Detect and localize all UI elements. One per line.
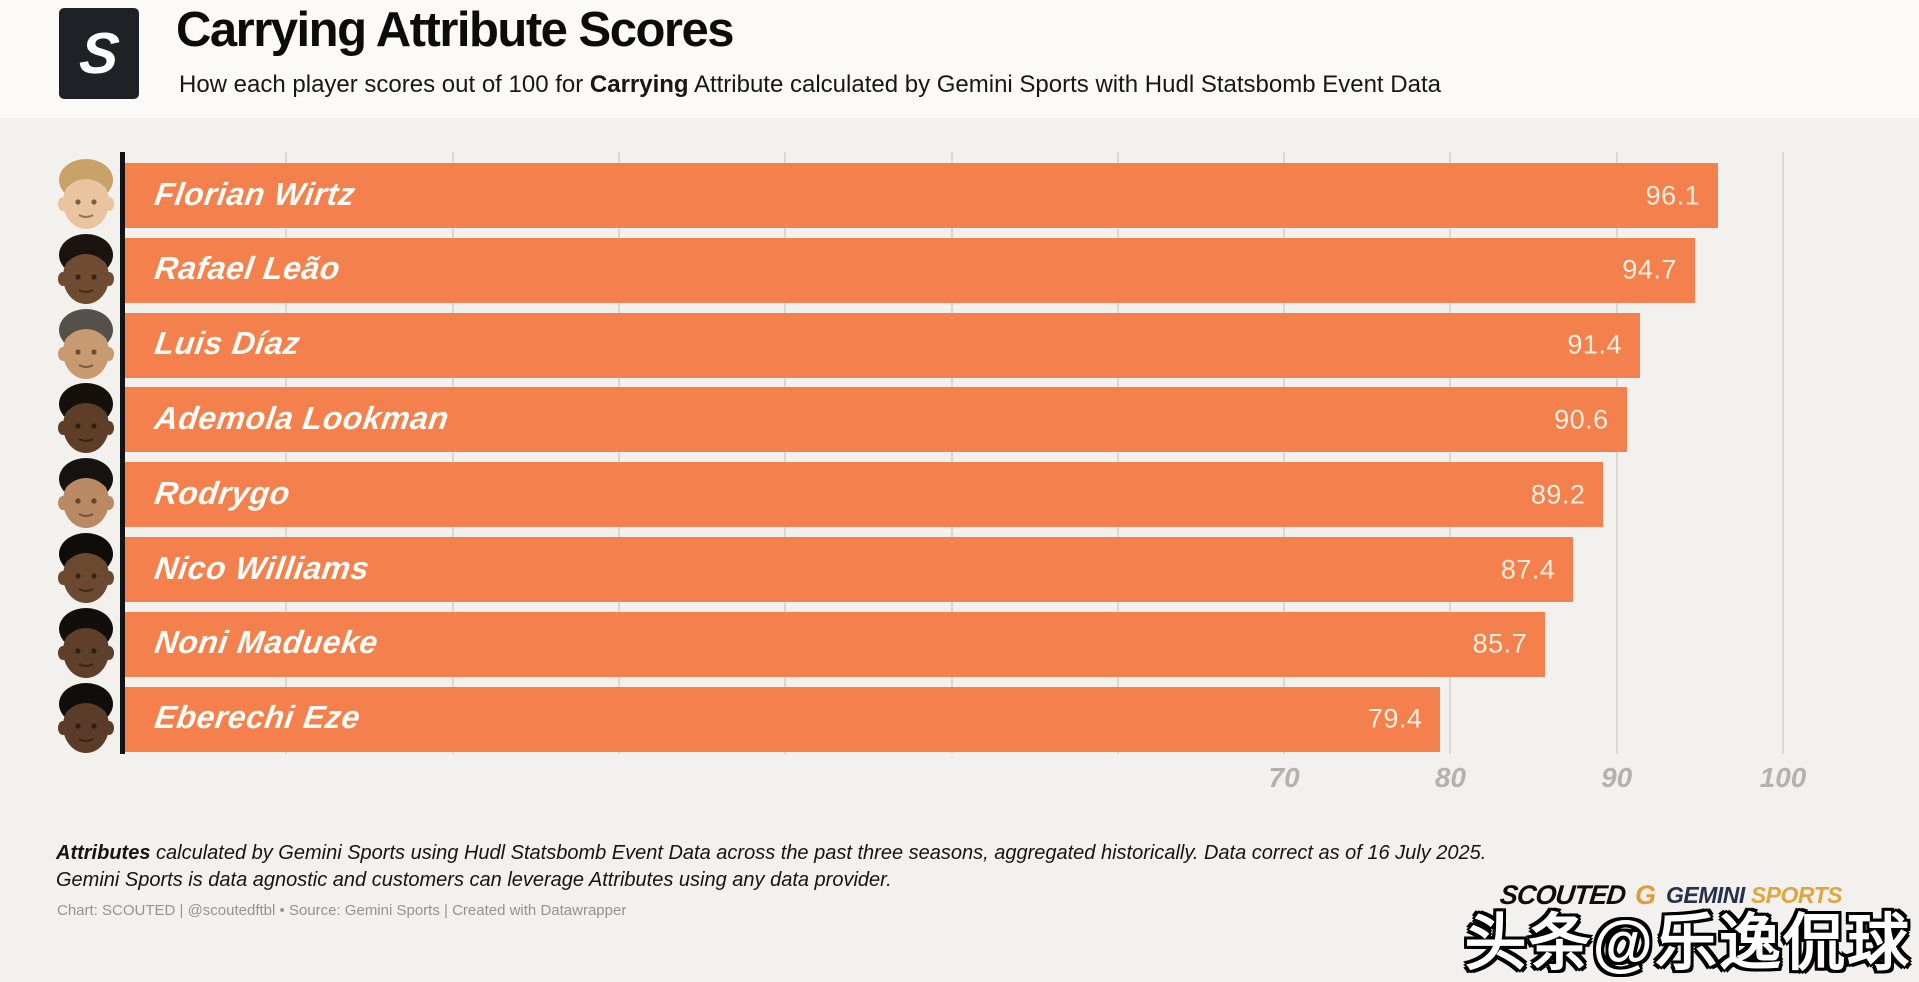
score-bar: Ademola Lookman 90.6 <box>125 387 1627 453</box>
player-avatar <box>50 156 122 234</box>
score-bar: Nico Williams 87.4 <box>125 537 1574 602</box>
gridline-100 <box>1782 152 1784 754</box>
footnote-bold: Attributes <box>56 842 151 864</box>
player-avatar <box>50 455 122 533</box>
gemini-sports-wordmark: SPORTS <box>1750 881 1843 908</box>
watermark-text: 头条@乐逸侃球 <box>1464 909 1911 978</box>
gridline-70 <box>1283 152 1286 754</box>
player-avatar-icon <box>58 458 114 529</box>
chart-footnote: Attributes calculated by Gemini Sports u… <box>56 840 1486 894</box>
player-avatar-icon <box>58 308 114 379</box>
branding-logos: SCOUTED G GEMINI SPORTS <box>1498 878 1843 912</box>
page-title: Carrying Attribute Scores <box>176 3 734 57</box>
gridline-90 <box>1615 152 1618 754</box>
player-name-label: Florian Wirtz <box>152 175 358 212</box>
player-avatar-icon <box>58 159 114 229</box>
score-bar: Florian Wirtz 96.1 <box>125 163 1719 228</box>
score-value-label: 90.6 <box>1554 404 1609 435</box>
player-name-label: Noni Madueke <box>152 624 381 661</box>
y-axis-line <box>120 152 125 754</box>
score-bar: Eberechi Eze 79.4 <box>125 686 1441 752</box>
score-value-label: 94.7 <box>1622 254 1677 285</box>
footnote-rest: calculated by Gemini Sports using Hudl S… <box>150 842 1487 864</box>
player-avatar <box>50 380 122 458</box>
scouted-logo: S <box>59 8 139 99</box>
gridline-50 <box>950 152 953 754</box>
gridline-60 <box>1116 152 1119 754</box>
player-avatar <box>50 605 122 683</box>
gridline-20 <box>451 152 454 754</box>
subtitle-attribute-name: Carrying <box>589 71 689 98</box>
subtitle-suffix: Attribute calculated by Gemini Sports wi… <box>688 71 1441 98</box>
x-tick-label-70: 70 <box>1268 762 1300 793</box>
player-name-label: Ademola Lookman <box>152 399 452 436</box>
score-bar: Noni Madueke 85.7 <box>125 611 1546 677</box>
header-band <box>0 0 1919 118</box>
score-bar: Rodrygo 89.2 <box>125 462 1604 528</box>
player-avatar-icon <box>58 533 114 603</box>
score-bar: Rafael Leão 94.7 <box>125 237 1695 303</box>
player-avatar <box>50 530 122 608</box>
player-name-label: Eberechi Eze <box>152 699 363 736</box>
subtitle-prefix: How each player scores out of 100 for <box>179 71 590 98</box>
score-value-label: 89.2 <box>1530 479 1586 510</box>
player-avatar-icon <box>58 607 114 678</box>
gridline-80 <box>1449 152 1452 754</box>
x-tick-label-100: 100 <box>1759 762 1807 793</box>
gridline-40 <box>784 152 787 754</box>
credit-line: Chart: SCOUTED | @scoutedftbl • Source: … <box>57 902 627 919</box>
score-value-label: 91.4 <box>1567 329 1622 360</box>
player-avatar <box>50 231 122 309</box>
player-avatar-icon <box>58 233 114 304</box>
x-tick-label-90: 90 <box>1601 762 1633 793</box>
score-value-label: 79.4 <box>1367 703 1423 734</box>
player-avatar <box>50 306 122 384</box>
score-value-label: 96.1 <box>1645 180 1701 210</box>
score-value-label: 87.4 <box>1500 554 1556 584</box>
player-name-label: Rodrygo <box>152 474 293 511</box>
footnote-line2: Gemini Sports is data agnostic and custo… <box>56 869 892 891</box>
score-value-label: 85.7 <box>1472 628 1528 659</box>
player-avatar-icon <box>58 682 114 753</box>
score-bar: Luis Díaz 91.4 <box>125 312 1640 378</box>
player-avatar-icon <box>58 383 114 454</box>
player-avatar <box>50 680 122 758</box>
player-name-label: Nico Williams <box>152 549 372 586</box>
page-subtitle: How each player scores out of 100 for Ca… <box>179 71 1441 99</box>
gemini-wordmark: GEMINI <box>1666 881 1745 908</box>
gridline-30 <box>617 152 620 754</box>
gridline-10 <box>285 152 288 754</box>
player-name-label: Luis Díaz <box>152 325 303 362</box>
player-name-label: Rafael Leão <box>152 250 343 287</box>
gemini-g-icon: G <box>1635 879 1657 910</box>
x-tick-label-80: 80 <box>1434 762 1466 793</box>
